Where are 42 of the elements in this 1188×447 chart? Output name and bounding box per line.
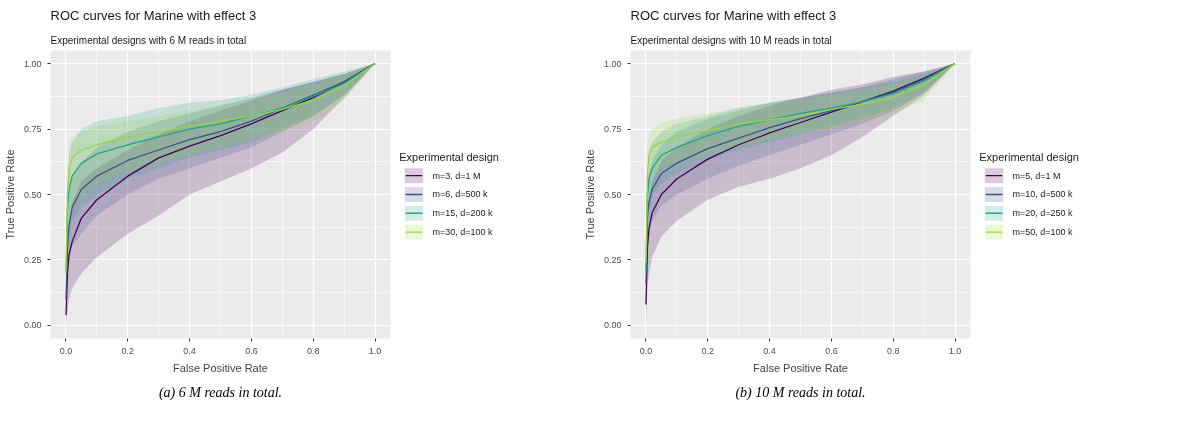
y-tick-label: 0.75 [603,124,622,135]
y-tick-label: 0.00 [603,320,622,331]
text: (b) 10 M reads in total. [735,384,866,401]
legend-title: Experimental design [399,150,499,163]
y-tick-label: 0.25 [23,254,42,265]
x-tick-label: 0.8 [306,345,320,356]
y-tick-label: 0.00 [23,320,42,331]
x-tick-label: 0.4 [763,345,776,356]
legend-label: m=3, d=1 M [432,170,481,181]
x-tick-label: 0.6 [245,345,258,356]
legend-title: Experimental design [979,150,1079,163]
legend-label: m=6, d=500 k [432,189,489,200]
y-tick-label: 0.50 [603,189,622,200]
chart-subtitle: Experimental designs with 10 M reads in total [630,34,832,46]
x-axis-title: False Positive Rate [173,361,268,374]
x-tick-label: 0.2 [121,345,135,356]
y-axis-title: True Positive Rate [583,149,596,240]
y-tick-label: 0.50 [23,189,42,200]
legend-label: m=10, d=500 k [1012,189,1074,200]
y-tick-label: 1.00 [603,58,622,69]
chart-title: ROC curves for Marine with effect 3 [50,7,257,23]
x-tick-label: 1.0 [368,345,382,356]
legend-label: m=15, d=200 k [432,208,494,219]
y-tick-label: 0.25 [603,254,622,265]
x-axis-title: False Positive Rate [753,361,848,374]
x-tick-label: 0.0 [59,345,73,356]
x-tick-label: 0.2 [701,345,715,356]
legend-label: m=20, d=250 k [1012,208,1074,219]
legend-label: m=50, d=100 k [1012,227,1074,238]
x-tick-label: 0.8 [886,345,900,356]
text: (a) 6 M reads in total. [158,384,283,401]
y-axis-title: True Positive Rate [3,149,16,240]
legend-label: m=5, d=1 M [1012,170,1061,181]
x-tick-label: 1.0 [948,345,962,356]
chart-title: ROC curves for Marine with effect 3 [630,7,837,23]
legend-label: m=30, d=100 k [432,227,494,238]
x-tick-label: 0.6 [825,345,838,356]
x-tick-label: 0.0 [639,345,653,356]
y-tick-label: 0.75 [23,124,42,135]
x-tick-label: 0.4 [183,345,196,356]
y-tick-label: 1.00 [23,58,42,69]
chart-subtitle: Experimental designs with 6 M reads in total [50,34,247,46]
